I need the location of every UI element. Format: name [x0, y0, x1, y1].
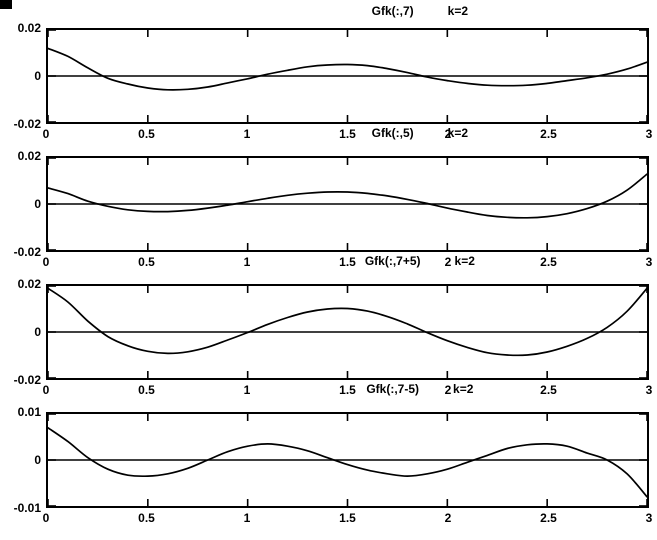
subplot-title: Gfk(:,5) k=2 — [372, 127, 468, 139]
plot-area — [46, 284, 649, 380]
y-tick-label: 0.01 — [17, 405, 41, 419]
y-axis-labels: -0.01 0 0.01 — [0, 406, 46, 514]
subplot-title-text: Gfk(:,5) — [371, 126, 414, 140]
x-tick-label: 2.5 — [540, 127, 557, 141]
title-band-1: Gfk(:,7) k=2 — [0, 2, 657, 28]
x-tick-label: 0 — [42, 511, 50, 525]
x-tick-label: 1.5 — [339, 127, 356, 141]
y-tick-label: 0 — [34, 453, 41, 467]
y-axis-labels: -0.02 0 0.02 — [0, 278, 46, 386]
x-axis-and-title-band-2: 0 0.5 1 1.5 2 2.5 3 Gfk(:,7+5) k=2 — [0, 252, 657, 284]
scan-corner-artifact — [0, 0, 12, 9]
x-tick-label: 2 — [444, 255, 452, 269]
y-tick-label: 0 — [34, 69, 41, 83]
x-tick-label: 0 — [42, 383, 50, 397]
subplot-title: Gfk(:,7-5) k=2 — [366, 383, 473, 395]
data-line — [47, 287, 648, 357]
x-tick-label: 0.5 — [138, 255, 155, 269]
x-tick-label: 2 — [444, 511, 452, 525]
x-axis-and-title-band-3: 0 0.5 1 1.5 2 2.5 3 Gfk(:,7-5) k=2 — [0, 380, 657, 412]
axes-box — [46, 156, 649, 252]
y-tick-label: 0.02 — [17, 277, 41, 291]
x-tick-label: 2 — [444, 127, 452, 141]
x-tick-label: 2.5 — [540, 383, 557, 397]
subplot-title-text: Gfk(:,7+5) — [364, 254, 421, 268]
subplot-k-annotation: k=2 — [453, 382, 474, 396]
subplot-title-text: Gfk(:,7) — [371, 4, 414, 18]
y-tick-label: 0 — [34, 197, 41, 211]
subplot-title-text: Gfk(:,7-5) — [366, 382, 420, 396]
subplot-3: -0.02 0 0.02 — [0, 278, 657, 386]
x-axis-and-title-band-1: 0 0.5 1 1.5 2 2.5 3 Gfk(:,5) k=2 — [0, 124, 657, 156]
y-axis-labels: -0.02 0 0.02 — [0, 150, 46, 258]
subplot-1: -0.02 0 0.02 — [0, 22, 657, 130]
x-tick-label: 3 — [645, 127, 653, 141]
plot-area — [46, 28, 649, 124]
x-tick-label: 0.5 — [138, 127, 155, 141]
axes-box — [46, 284, 649, 380]
x-tick-label: 1 — [243, 383, 251, 397]
x-tick-label: 1.5 — [339, 383, 356, 397]
x-tick-label: 2 — [444, 383, 452, 397]
data-line — [47, 426, 648, 498]
subplot-2: -0.02 0 0.02 — [0, 150, 657, 258]
subplot-title: Gfk(:,7+5) k=2 — [365, 255, 475, 267]
y-tick-label: -0.02 — [13, 373, 41, 387]
y-tick-label: 0 — [34, 325, 41, 339]
y-tick-label: 0.02 — [17, 149, 41, 163]
y-tick-label: 0.02 — [17, 21, 41, 35]
tick-marks — [47, 285, 648, 379]
x-tick-label: 3 — [645, 255, 653, 269]
x-tick-label: 1.5 — [339, 255, 356, 269]
x-tick-label: 3 — [645, 511, 653, 525]
tick-marks — [47, 157, 648, 251]
x-tick-label: 0.5 — [138, 383, 155, 397]
x-tick-label: 2.5 — [540, 511, 557, 525]
y-tick-label: -0.02 — [13, 245, 41, 259]
x-tick-label: 0 — [42, 255, 50, 269]
x-tick-label: 0 — [42, 127, 50, 141]
subplot-k-annotation: k=2 — [447, 4, 469, 18]
x-tick-label: 3 — [645, 383, 653, 397]
data-line — [47, 173, 648, 219]
y-tick-label: -0.01 — [13, 501, 41, 515]
axes-box — [46, 412, 649, 508]
subplot-4: -0.01 0 0.01 — [0, 406, 657, 514]
x-tick-label: 1 — [243, 255, 251, 269]
y-tick-label: -0.02 — [13, 117, 41, 131]
y-axis-labels: -0.02 0 0.02 — [0, 22, 46, 130]
x-tick-label: 1 — [243, 127, 251, 141]
data-line — [47, 47, 648, 91]
x-tick-label: 1 — [243, 511, 251, 525]
x-tick-label: 1.5 — [339, 511, 356, 525]
x-tick-label: 2.5 — [540, 255, 557, 269]
subplot-title: Gfk(:,7) k=2 — [372, 5, 468, 17]
plot-area — [46, 412, 649, 508]
subplot-k-annotation: k=2 — [454, 254, 475, 268]
subplot-k-annotation: k=2 — [447, 126, 469, 140]
tick-marks — [47, 29, 648, 123]
tick-marks — [47, 413, 648, 507]
x-tick-label: 0.5 — [138, 511, 155, 525]
x-axis-band-bottom: 0 0.5 1 1.5 2 2.5 3 — [0, 508, 657, 534]
axes-box — [46, 28, 649, 124]
plot-area — [46, 156, 649, 252]
